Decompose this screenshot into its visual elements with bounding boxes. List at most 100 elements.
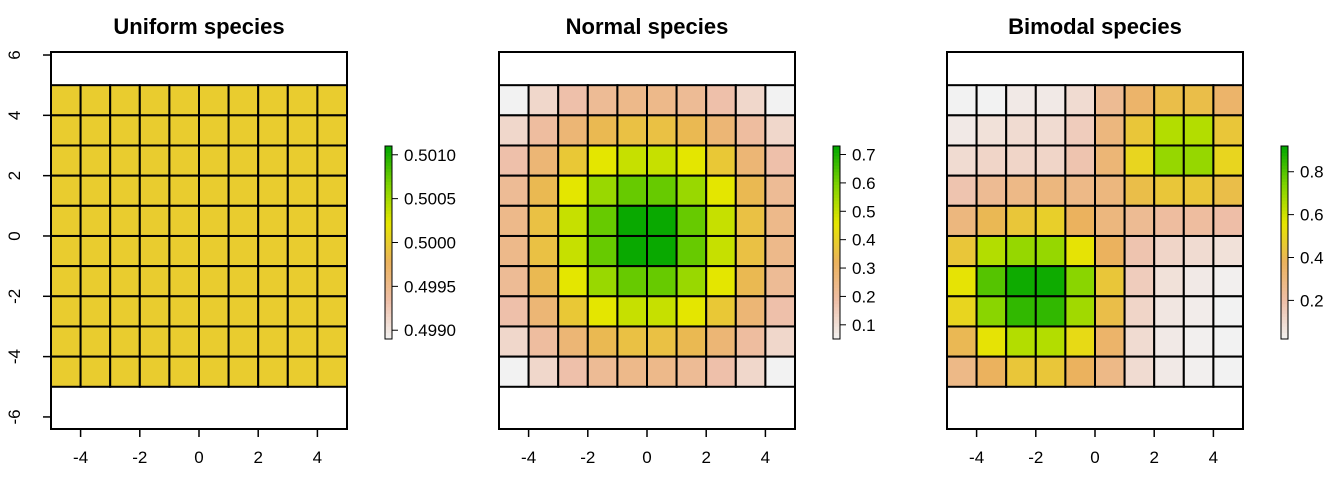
heat-cell	[1212, 204, 1245, 237]
heat-cell	[975, 355, 1008, 388]
legend-gradient-slice	[1281, 239, 1288, 243]
heat-cell	[1153, 295, 1185, 328]
heat-cell	[705, 265, 737, 298]
heat-cell	[946, 295, 978, 328]
legend-gradient-slice	[1281, 329, 1288, 334]
legend-gradient-slice	[1281, 194, 1288, 198]
legend-gradient-slice	[1281, 316, 1288, 321]
heat-cell	[586, 265, 619, 298]
legend-gradient-slice	[385, 152, 392, 157]
heat-cell	[1034, 325, 1067, 358]
legend-gradient-slice	[833, 322, 840, 327]
legend-gradient-slice	[833, 255, 840, 260]
heat-cell	[646, 355, 678, 388]
heat-cell	[586, 84, 619, 117]
heat-cell	[1212, 114, 1245, 147]
heat-cell	[557, 144, 589, 177]
heat-cell	[198, 325, 230, 358]
heat-cell	[557, 114, 589, 147]
heat-cell	[286, 114, 319, 147]
heat-cell	[109, 204, 141, 237]
panel-1: Uniform species -4 -2 0 2 4 -6 -4 -2 0 2 4 6 0.4990 0.…	[5, 14, 456, 467]
heat-cell	[527, 355, 560, 388]
heat-cell	[316, 204, 348, 237]
legend-tick-label: 0.4	[852, 231, 876, 250]
legend-gradient-slice	[1281, 258, 1288, 263]
legend-gradient-slice	[833, 274, 840, 279]
legend-gradient-slice	[833, 236, 840, 240]
heat-cell	[1212, 295, 1245, 328]
legend-gradient-slice	[833, 155, 840, 160]
heat-cell	[705, 114, 737, 147]
legend-gradient-slice	[385, 203, 392, 208]
legend-tick-label: 0.4	[1300, 249, 1324, 268]
legend-gradient-slice	[385, 219, 392, 224]
legend-gradient-slice	[385, 329, 392, 334]
heat-cell	[79, 204, 112, 237]
heat-cell	[1123, 265, 1156, 298]
heat-cell	[198, 144, 230, 177]
heat-cell	[1153, 174, 1185, 207]
legend-gradient-slice	[833, 287, 840, 292]
heat-cell	[1005, 114, 1037, 147]
legend-tick-label: 0.4995	[404, 277, 456, 296]
legend-gradient-slice	[1281, 274, 1288, 279]
legend-gradient-slice	[1281, 184, 1288, 189]
heat-cell	[498, 325, 530, 358]
x-tick-label: -2	[1028, 448, 1043, 467]
x-tick-label: -4	[73, 448, 88, 467]
heat-cell	[675, 144, 708, 177]
heat-cell	[1182, 325, 1215, 358]
heat-cell	[198, 265, 230, 298]
heat-cell	[257, 144, 289, 177]
legend-tick-label: 0.5005	[404, 190, 456, 209]
heat-cell	[557, 355, 589, 388]
heat-cell	[1005, 355, 1037, 388]
heat-cell	[675, 204, 708, 237]
legend-tick-label: 0.5000	[404, 234, 456, 253]
heat-cell	[198, 114, 230, 147]
legend-gradient-slice	[385, 207, 392, 211]
heat-cell	[138, 204, 171, 237]
heat-cell	[316, 325, 348, 358]
heat-cell	[734, 84, 767, 117]
heat-cell	[1182, 355, 1215, 388]
legend-gradient-slice	[833, 281, 840, 285]
legend-gradient-slice	[385, 306, 392, 311]
heat-cell	[227, 325, 260, 358]
legend-gradient-slice	[1281, 303, 1288, 308]
heat-cell	[616, 144, 649, 177]
heat-cell	[286, 204, 319, 237]
heat-cell	[764, 114, 797, 147]
heat-cell	[198, 204, 230, 237]
heat-cell	[946, 265, 978, 298]
legend-gradient-slice	[1281, 165, 1288, 170]
legend-gradient-slice	[385, 332, 392, 337]
heat-cell	[1034, 114, 1067, 147]
heat-cell	[557, 84, 589, 117]
legend-gradient-slice	[1281, 216, 1288, 221]
heat-cell	[1094, 84, 1126, 117]
heat-cell	[616, 84, 649, 117]
legend-gradient-slice	[833, 232, 840, 237]
heat-cell	[109, 265, 141, 298]
heat-cell	[168, 295, 200, 328]
heat-cell	[50, 204, 82, 237]
heat-cell	[109, 84, 141, 117]
heat-cell	[316, 265, 348, 298]
heat-cell	[1005, 265, 1037, 298]
y-tick-label: -4	[5, 349, 24, 364]
heat-cell	[257, 355, 289, 388]
heat-cell	[257, 265, 289, 298]
legend-gradient-slice	[1281, 152, 1288, 157]
heat-cell	[50, 174, 82, 207]
heat-cell	[975, 234, 1008, 268]
heat-cell	[286, 84, 319, 117]
heat-cell	[675, 84, 708, 117]
heat-cell	[316, 114, 348, 147]
heat-cell	[257, 325, 289, 358]
heat-cell	[316, 84, 348, 117]
heat-cell	[198, 84, 230, 117]
heat-cell	[586, 234, 619, 268]
heat-cell	[616, 114, 649, 147]
